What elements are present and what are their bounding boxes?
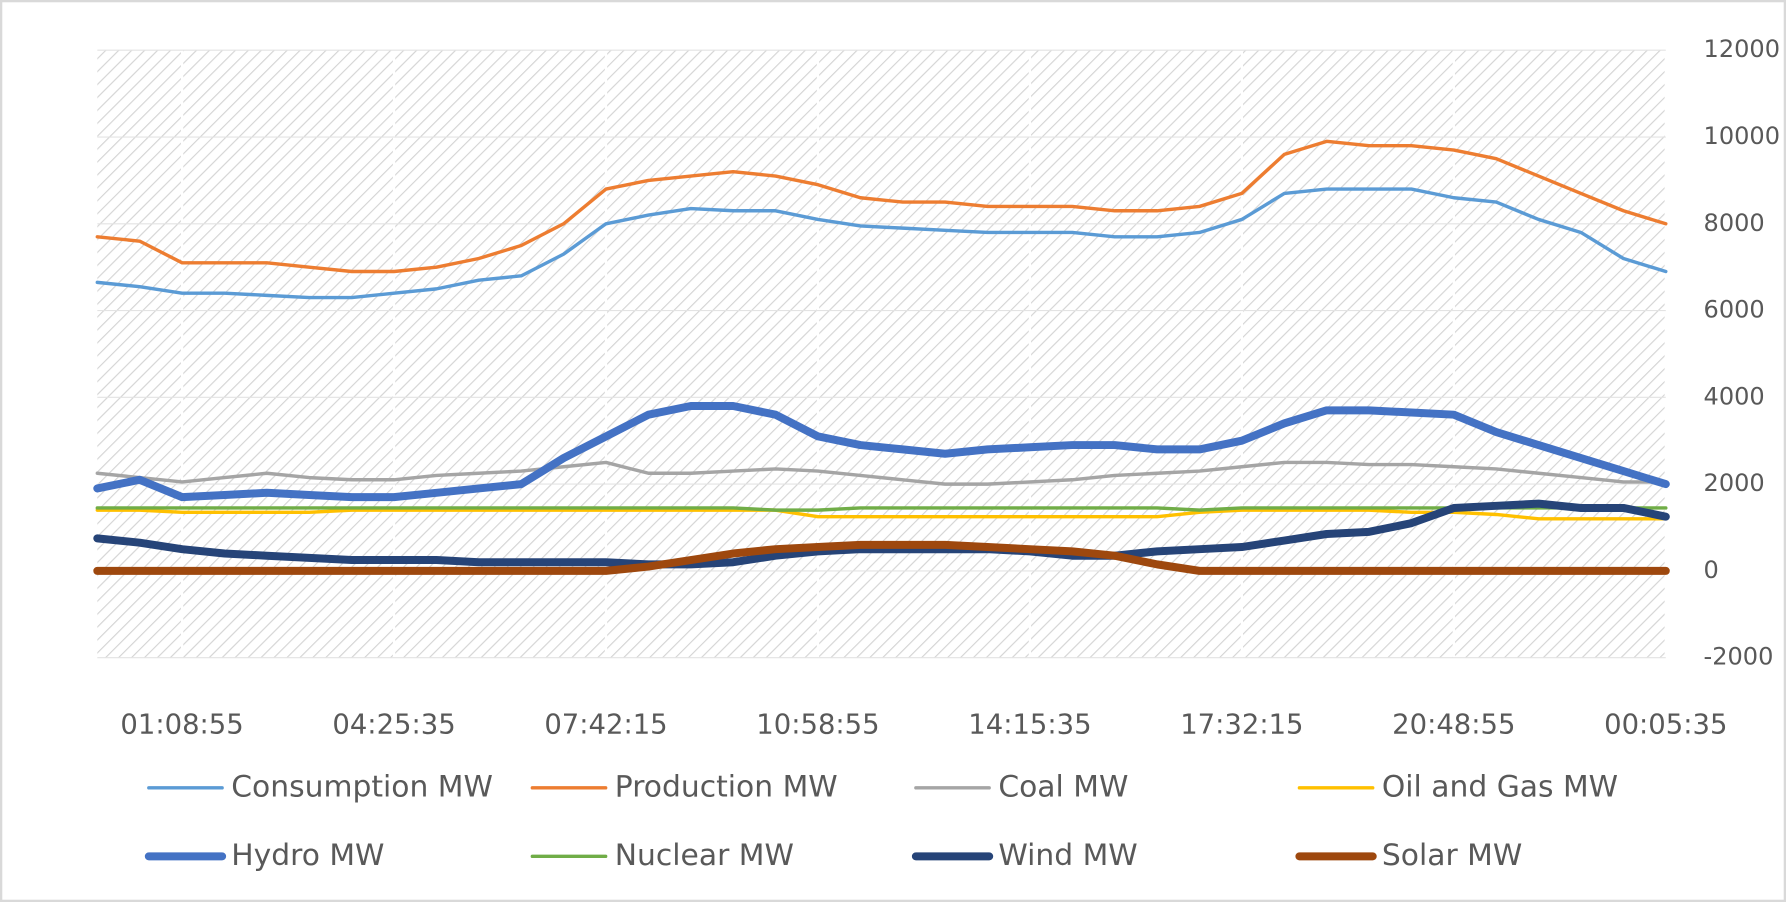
legend-label: Hydro MW xyxy=(231,838,384,873)
series-line xyxy=(95,187,1668,300)
y-tick-label: 0 xyxy=(1704,556,1719,584)
y-tick-label: 8000 xyxy=(1704,209,1765,237)
legend-label: Production MW xyxy=(615,769,838,804)
legend-label: Consumption MW xyxy=(231,769,493,804)
x-tick-label: 07:42:15 xyxy=(544,710,667,741)
y-tick-label: 10000 xyxy=(1704,122,1780,150)
y-tick-label: 6000 xyxy=(1704,296,1765,324)
series-line xyxy=(95,139,1668,274)
x-tick-label: 17:32:15 xyxy=(1180,710,1303,741)
y-tick-label: 4000 xyxy=(1704,382,1765,410)
x-tick-label: 01:08:55 xyxy=(120,710,243,741)
x-tick-label: 04:25:35 xyxy=(332,710,455,741)
series-line xyxy=(93,402,1670,502)
series-line xyxy=(95,460,1668,486)
y-tick-label: 2000 xyxy=(1704,469,1765,497)
y-tick-label: 12000 xyxy=(1704,35,1780,63)
series-line xyxy=(95,506,1668,512)
legend-label: Coal MW xyxy=(998,769,1128,804)
y-tick-label: -2000 xyxy=(1704,643,1774,671)
x-tick-label: 10:58:55 xyxy=(756,710,879,741)
x-tick-label: 14:15:35 xyxy=(968,710,1091,741)
legend-label: Nuclear MW xyxy=(615,838,794,873)
legend-label: Solar MW xyxy=(1382,838,1522,873)
legend-label: Oil and Gas MW xyxy=(1382,769,1618,804)
plot-area xyxy=(97,50,1666,658)
x-tick-label: 00:05:35 xyxy=(1604,710,1727,741)
series-line xyxy=(93,499,1670,569)
x-tick-label: 20:48:55 xyxy=(1392,710,1515,741)
series-line xyxy=(95,508,1668,521)
series-line xyxy=(93,540,1670,575)
legend-label: Wind MW xyxy=(998,838,1137,873)
